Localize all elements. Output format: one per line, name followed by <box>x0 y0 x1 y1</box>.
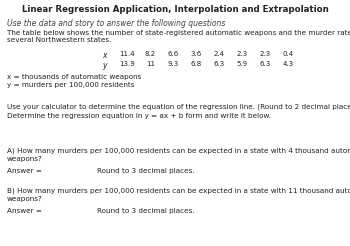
Text: Use your calculator to determine the equation of the regression line. (Round to : Use your calculator to determine the equ… <box>7 104 350 110</box>
Text: 6.3: 6.3 <box>260 61 271 67</box>
Text: Linear Regression Application, Interpolation and Extrapolation: Linear Regression Application, Interpola… <box>22 5 328 15</box>
Text: y = murders per 100,000 residents: y = murders per 100,000 residents <box>7 82 134 88</box>
Text: Use the data and story to answer the following questions: Use the data and story to answer the fol… <box>7 18 225 28</box>
Text: 11: 11 <box>146 61 155 67</box>
Text: B) How many murders per 100,000 residents can be expected in a state with 11 tho: B) How many murders per 100,000 resident… <box>7 188 350 195</box>
Text: 2.3: 2.3 <box>237 51 248 57</box>
Text: x: x <box>102 51 107 60</box>
Text: weapons?: weapons? <box>7 156 43 162</box>
Text: 3.6: 3.6 <box>191 51 202 57</box>
Text: 6.3: 6.3 <box>214 61 225 67</box>
Text: y: y <box>102 61 107 70</box>
Text: 2.4: 2.4 <box>214 51 225 57</box>
Text: 6.6: 6.6 <box>168 51 179 57</box>
Text: 13.9: 13.9 <box>120 61 135 67</box>
Text: 4.3: 4.3 <box>283 61 294 67</box>
Text: 6.8: 6.8 <box>191 61 202 67</box>
Text: 11.4: 11.4 <box>120 51 135 57</box>
Text: A) How many murders per 100,000 residents can be expected in a state with 4 thou: A) How many murders per 100,000 resident… <box>7 148 350 154</box>
Text: Round to 3 decimal places.: Round to 3 decimal places. <box>97 168 195 174</box>
Text: Answer =: Answer = <box>7 208 42 214</box>
Text: Answer =: Answer = <box>7 168 42 174</box>
Text: Determine the regression equation in y = ax + b form and write it below.: Determine the regression equation in y =… <box>7 113 271 119</box>
Text: The table below shows the number of state-registered automatic weapons and the m: The table below shows the number of stat… <box>7 30 350 43</box>
Text: Round to 3 decimal places.: Round to 3 decimal places. <box>97 208 195 214</box>
Text: 8.2: 8.2 <box>145 51 156 57</box>
Text: 0.4: 0.4 <box>283 51 294 57</box>
Text: x = thousands of automatic weapons: x = thousands of automatic weapons <box>7 74 141 80</box>
Text: 2.3: 2.3 <box>260 51 271 57</box>
Text: weapons?: weapons? <box>7 196 43 202</box>
Text: 9.3: 9.3 <box>168 61 179 67</box>
Text: 5.9: 5.9 <box>237 61 248 67</box>
